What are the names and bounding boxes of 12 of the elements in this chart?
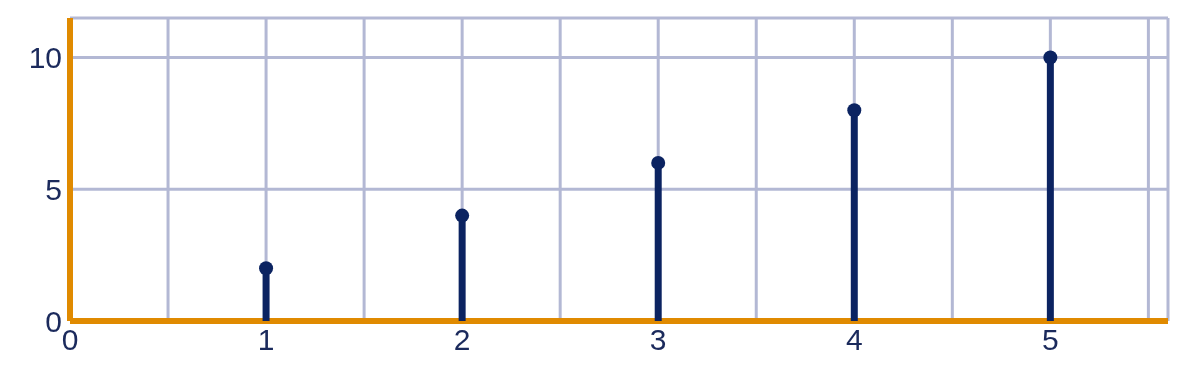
point (259, 261, 274, 276)
y-tick-label: 10 (28, 41, 62, 75)
point (847, 103, 862, 118)
y-tick-label: 5 (45, 172, 62, 206)
x-tick-label: 5 (1042, 323, 1059, 357)
x-tick-label: 2 (453, 323, 471, 357)
point (651, 155, 666, 170)
x-tick-label: 4 (845, 323, 863, 357)
x-tick-label: 3 (649, 323, 667, 357)
x-tick-label: 1 (257, 323, 275, 357)
point (455, 208, 470, 223)
point (1043, 50, 1058, 65)
